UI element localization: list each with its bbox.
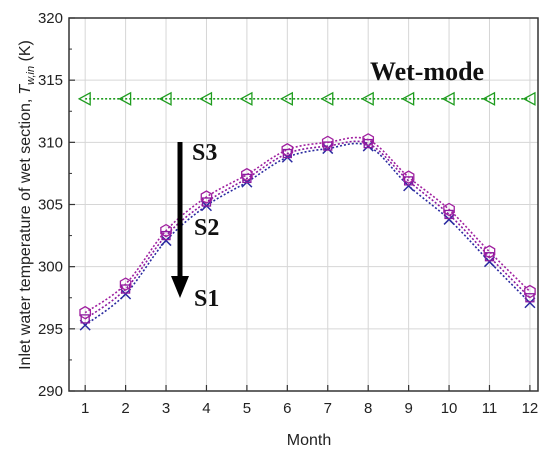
series-4 — [79, 133, 536, 320]
x-axis-title: Month — [287, 432, 331, 449]
y-axis-title-unit: (K) — [17, 40, 34, 66]
data-point — [77, 91, 91, 106]
data-point — [524, 284, 536, 299]
y-axis-title: Inlet water temperature of wet section, T… — [17, 40, 37, 370]
y-tick-label: 305 — [38, 197, 63, 214]
x-tick-label: 11 — [482, 400, 498, 417]
annotation-s3: S3 — [192, 140, 217, 166]
series-2 — [79, 140, 536, 331]
data-point — [160, 223, 172, 238]
data-point — [79, 305, 92, 320]
x-tick-label: 5 — [243, 400, 251, 417]
data-point — [239, 91, 253, 106]
x-tick-label: 8 — [364, 400, 372, 417]
data-point — [483, 244, 496, 259]
x-tick-label: 6 — [283, 400, 291, 417]
data-point — [79, 319, 91, 331]
series-3 — [80, 138, 535, 324]
wet-mode-label: Wet-mode — [370, 57, 484, 86]
y-tick-label: 295 — [38, 321, 63, 338]
decrease-arrow-head — [171, 276, 189, 298]
series-group — [77, 91, 536, 331]
data-point — [362, 133, 375, 147]
series-line — [84, 136, 531, 314]
y-tick-label: 300 — [38, 259, 63, 276]
data-point — [402, 170, 415, 184]
data-point — [482, 91, 496, 106]
data-point — [320, 91, 334, 106]
data-point — [158, 91, 172, 106]
data-point — [120, 288, 132, 300]
data-point — [321, 135, 334, 150]
y-tick-label: 290 — [38, 383, 63, 400]
data-point — [200, 190, 213, 204]
y-tick-label: 320 — [38, 10, 63, 27]
data-point — [281, 143, 294, 157]
y-axis-title-subscript: w,in — [25, 66, 37, 85]
series-line — [84, 140, 531, 320]
y-axis-title-text: Inlet water temperature of wet section, — [17, 99, 34, 370]
series-1 — [77, 91, 536, 106]
data-point — [360, 91, 374, 106]
data-point — [241, 167, 253, 182]
y-tick-label: 315 — [38, 72, 63, 89]
x-tick-label: 2 — [121, 400, 129, 417]
data-point — [403, 180, 415, 192]
x-tick-label: 4 — [202, 400, 210, 417]
x-tick-label: 12 — [522, 400, 539, 417]
annotation-s1: S1 — [194, 286, 219, 312]
x-tick-label: 10 — [441, 400, 458, 417]
data-point — [279, 91, 293, 106]
data-point — [522, 91, 536, 106]
x-tick-label: 1 — [81, 400, 89, 417]
x-tick-label: 7 — [324, 400, 332, 417]
data-point — [443, 213, 455, 225]
y-tick-label: 310 — [38, 134, 63, 151]
x-tick-label: 9 — [404, 400, 412, 417]
annotation-s2: S2 — [194, 215, 219, 241]
data-point — [201, 197, 212, 207]
data-point — [199, 91, 213, 106]
data-point — [161, 230, 171, 241]
data-point — [401, 91, 415, 106]
data-point — [483, 256, 496, 268]
data-point — [443, 202, 455, 217]
data-point — [524, 297, 536, 309]
x-tick-label: 3 — [162, 400, 170, 417]
series-line — [84, 142, 531, 326]
data-point — [80, 314, 90, 324]
data-point — [525, 293, 535, 303]
y-axis-title-symbol: T — [17, 84, 34, 95]
data-point — [119, 277, 132, 291]
data-point — [441, 91, 455, 106]
data-point — [118, 91, 132, 106]
data-point — [160, 235, 172, 247]
